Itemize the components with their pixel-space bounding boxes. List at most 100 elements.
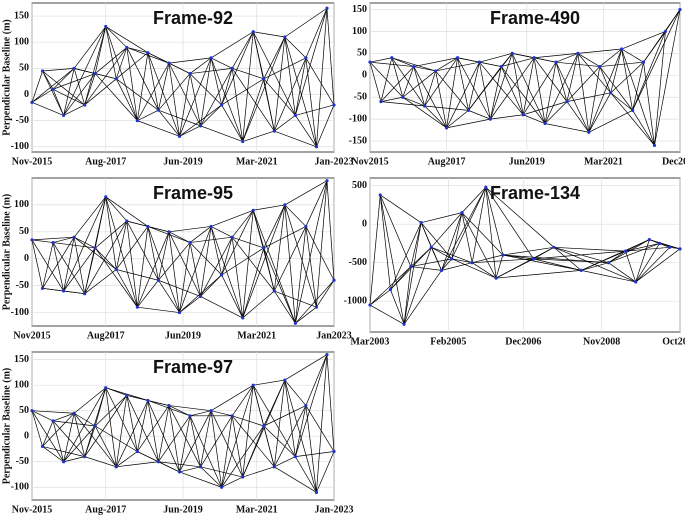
network-edge	[305, 226, 335, 281]
network-edge	[53, 242, 96, 249]
network-edge	[413, 66, 436, 72]
network-edge	[284, 204, 317, 308]
acquisition-point	[83, 292, 87, 296]
acquisition-point	[220, 485, 224, 489]
acquisition-point	[460, 211, 464, 215]
network-edge	[221, 104, 244, 142]
network-edge	[200, 466, 243, 478]
network-edge	[555, 53, 579, 63]
network-edge	[273, 226, 307, 292]
acquisition-point	[630, 108, 635, 112]
network-edge	[295, 57, 307, 116]
network-edge	[105, 26, 138, 121]
network-edge	[625, 246, 670, 252]
network-edge	[553, 246, 626, 252]
network-edge	[402, 96, 447, 129]
network-edge	[73, 26, 107, 69]
y-tick-label: 50	[357, 48, 367, 59]
network-edge	[84, 26, 107, 106]
network-edge	[472, 262, 497, 279]
y-tick-label: 100	[352, 26, 367, 37]
network-edge	[461, 212, 504, 256]
network-edge	[232, 236, 264, 249]
network-edge	[115, 47, 128, 79]
acquisition-point	[325, 179, 329, 183]
network-edge	[485, 186, 555, 248]
network-edge	[284, 204, 296, 324]
acquisition-point	[167, 61, 171, 65]
acquisition-point	[230, 66, 234, 70]
network-edge	[295, 405, 307, 457]
network-edge	[137, 120, 180, 137]
network-edge	[446, 62, 480, 129]
acquisition-point	[477, 60, 482, 64]
network-edge	[158, 109, 180, 137]
network-edge	[380, 96, 403, 102]
acquisition-point	[314, 145, 319, 149]
network-edge	[485, 187, 534, 260]
network-edge	[105, 196, 149, 227]
network-edge	[73, 236, 96, 249]
network-edge	[402, 70, 436, 98]
acquisition-point	[510, 51, 514, 55]
network-edge	[42, 446, 85, 457]
network-edge	[608, 262, 636, 283]
network-edge	[284, 7, 328, 38]
network-edge	[625, 251, 637, 283]
network-edge	[200, 296, 243, 319]
acquisition-point	[455, 56, 460, 60]
network-edge	[168, 231, 201, 297]
acquisition-point	[198, 124, 203, 128]
network-edge	[52, 242, 85, 294]
network-edge	[116, 269, 159, 281]
network-edge	[273, 57, 307, 132]
y-tick-label: -100	[11, 141, 29, 152]
network-edge	[424, 57, 458, 107]
network-edge	[200, 466, 222, 488]
acquisition-point	[678, 7, 682, 12]
network-edge	[273, 204, 286, 292]
network-edge	[495, 254, 504, 279]
network-edge	[490, 66, 502, 120]
network-edge	[263, 247, 296, 324]
network-edge	[242, 204, 286, 319]
network-edge	[168, 405, 212, 412]
network-edge	[305, 57, 335, 106]
y-tick-label: -100	[349, 113, 367, 124]
network-edge	[116, 451, 138, 468]
network-edge	[410, 266, 442, 271]
panel-title: Frame-92	[153, 8, 233, 28]
network-edge	[274, 290, 296, 324]
network-edge	[73, 68, 86, 106]
acquisition-point	[444, 126, 449, 130]
acquisition-point	[241, 316, 245, 320]
network-edge	[147, 226, 170, 233]
network-edge	[490, 114, 524, 120]
network-edge	[105, 196, 117, 270]
network-edge	[105, 26, 149, 53]
acquisition-point	[177, 134, 182, 138]
network-edge	[179, 242, 191, 313]
x-tick-label: Jun-2019	[163, 156, 202, 167]
y-axis-label: Perpendicular Baseline (m)	[1, 368, 12, 484]
network-edge	[116, 78, 159, 111]
network-edge	[305, 354, 328, 406]
y-tick-label: 100	[14, 379, 29, 390]
acquisition-point	[293, 113, 297, 118]
acquisition-point	[135, 449, 139, 454]
y-tick-label: -50	[354, 92, 367, 103]
acquisition-point	[314, 305, 319, 309]
network-edge	[625, 243, 660, 252]
network-edge	[126, 47, 148, 54]
network-edge	[566, 53, 579, 102]
y-tick-label: 0	[24, 89, 29, 100]
network-edge	[295, 354, 328, 457]
network-edge	[168, 57, 212, 64]
network-edge	[242, 466, 275, 478]
network-edge	[242, 31, 254, 142]
network-edge	[200, 274, 222, 297]
network-edge	[52, 88, 85, 106]
network-edge	[424, 105, 447, 129]
network-edge	[316, 104, 335, 147]
network-edge	[610, 48, 622, 93]
